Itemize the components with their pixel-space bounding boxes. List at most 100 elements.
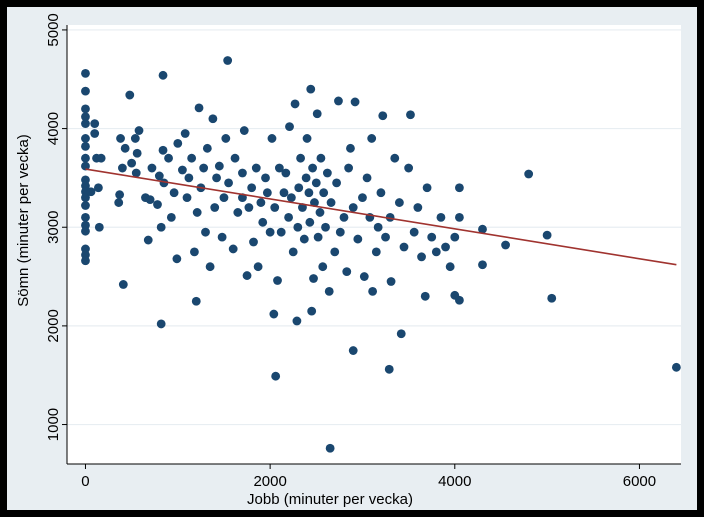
data-point <box>116 134 125 143</box>
data-point <box>269 309 279 319</box>
data-point <box>249 237 258 247</box>
data-point <box>81 104 90 114</box>
data-point <box>127 158 137 168</box>
data-point <box>441 242 450 252</box>
data-point <box>166 212 176 222</box>
data-point <box>233 208 243 217</box>
data-point <box>125 90 135 100</box>
data-point <box>406 110 415 120</box>
data-point <box>270 203 280 212</box>
data-point <box>307 306 317 316</box>
y-tick-label: 2000 <box>45 309 62 342</box>
data-point <box>271 371 281 381</box>
data-point <box>390 153 400 163</box>
data-point <box>219 193 229 203</box>
x-tick-label: 6000 <box>623 473 656 490</box>
data-point <box>319 188 329 198</box>
data-point <box>371 247 381 257</box>
data-point <box>284 212 293 222</box>
data-point <box>120 143 130 153</box>
data-point <box>274 163 284 173</box>
data-point <box>156 222 166 232</box>
data-point <box>221 134 231 143</box>
data-point <box>302 134 312 143</box>
data-point <box>335 227 345 237</box>
graph-region: 1000 2000 3000 4000 5000 0 2000 4000 6000 Jobb (m… <box>7 7 697 510</box>
data-point <box>285 122 294 132</box>
data-point <box>417 252 426 262</box>
data-point <box>158 145 168 155</box>
data-point <box>117 163 127 173</box>
y-tick-label: 5000 <box>45 13 62 46</box>
data-point <box>239 126 249 135</box>
data-point <box>384 364 394 374</box>
y-tick-label: 3000 <box>45 211 62 244</box>
data-point <box>81 161 90 171</box>
data-point <box>293 222 303 232</box>
data-point <box>265 227 275 237</box>
data-point <box>385 212 395 222</box>
data-point <box>81 201 90 210</box>
data-point <box>273 276 282 285</box>
data-point <box>368 286 378 296</box>
data-point <box>322 168 332 178</box>
data-point <box>325 443 335 453</box>
data-point <box>147 163 157 173</box>
data-point <box>267 134 277 143</box>
data-point <box>313 232 323 242</box>
data-point <box>131 168 141 178</box>
data-point <box>115 190 125 200</box>
data-point <box>242 271 252 280</box>
x-axis-title: Jobb (minuter per vecka) <box>247 491 413 508</box>
data-point <box>134 126 144 135</box>
data-point <box>455 295 464 305</box>
data-point <box>154 171 164 181</box>
data-point <box>156 319 166 329</box>
data-point <box>376 188 386 198</box>
x-tick-label: 0 <box>81 473 89 490</box>
data-point <box>312 109 322 119</box>
data-point <box>81 119 90 129</box>
data-point <box>93 183 103 193</box>
y-axis-title: Sömn (minuter per vecka) <box>15 134 32 307</box>
data-point <box>190 247 199 257</box>
data-point <box>247 183 257 193</box>
data-point <box>94 222 104 232</box>
data-point <box>178 165 187 175</box>
data-point <box>244 203 254 212</box>
data-point <box>86 187 96 197</box>
data-point <box>81 141 90 151</box>
data-point <box>153 200 162 209</box>
data-point <box>332 178 342 188</box>
data-point <box>310 198 319 207</box>
data-point <box>324 286 334 296</box>
data-point <box>118 280 128 289</box>
data-point <box>81 112 90 122</box>
data-point <box>294 183 304 193</box>
data-point <box>164 153 173 163</box>
data-point <box>362 173 372 183</box>
data-point <box>445 262 455 272</box>
data-point <box>299 234 309 244</box>
data-point <box>359 272 369 281</box>
data-point <box>212 173 221 183</box>
data-point <box>223 56 233 65</box>
data-point <box>262 188 272 198</box>
data-point <box>258 217 268 227</box>
data-point <box>342 267 352 277</box>
data-point <box>326 198 336 207</box>
data-point <box>409 227 419 237</box>
data-point <box>386 277 396 286</box>
x-tick-label: 4000 <box>438 473 471 490</box>
data-point <box>145 195 155 205</box>
data-point <box>547 293 557 303</box>
data-point <box>214 161 224 171</box>
data-point <box>288 247 298 257</box>
data-point <box>238 168 247 178</box>
data-point <box>208 114 218 124</box>
data-point <box>301 173 311 183</box>
data-point <box>81 68 90 78</box>
data-point <box>501 240 510 250</box>
data-point <box>191 296 201 306</box>
data-point <box>81 86 90 96</box>
